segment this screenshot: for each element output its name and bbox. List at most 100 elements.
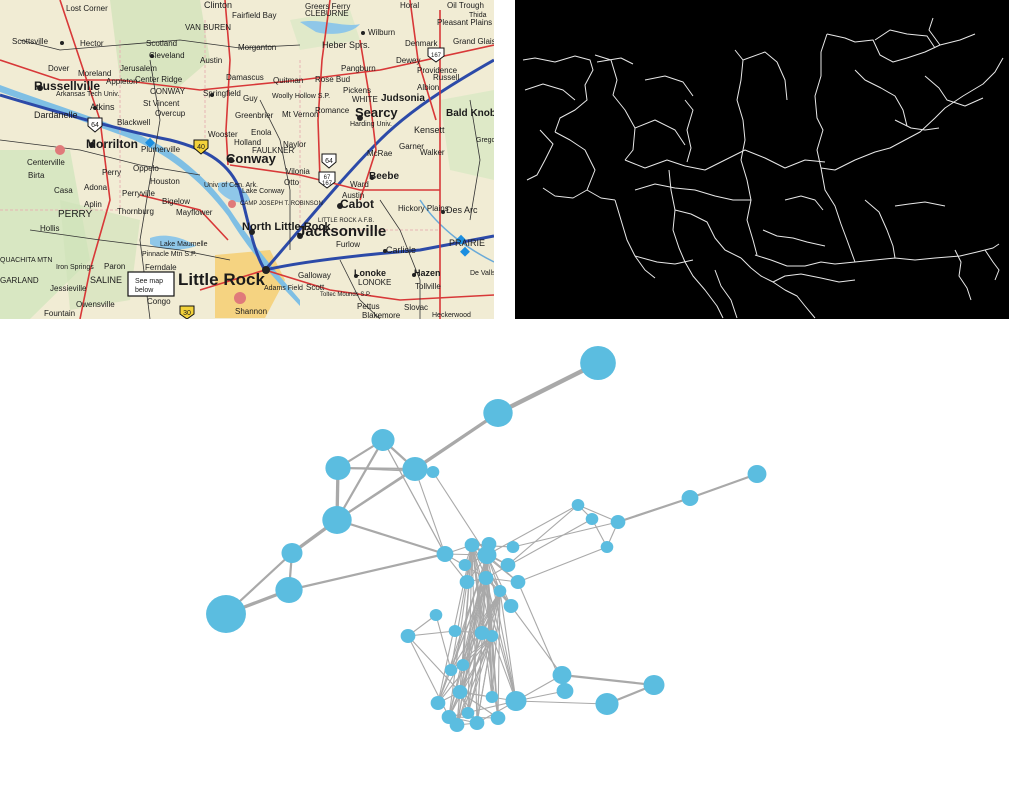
- map-label: Romance: [315, 106, 350, 115]
- route-shield-40: 40: [197, 144, 205, 151]
- map-label: St Vincent: [143, 99, 180, 108]
- graph-edge: [435, 614, 452, 671]
- map-label: Aplin: [84, 200, 102, 209]
- map-label: Lake Conway: [242, 188, 285, 195]
- map-label: McRae: [367, 149, 393, 158]
- map-label: Perry: [102, 168, 121, 177]
- graph-node: [493, 585, 507, 597]
- map-label: Russellville: [34, 79, 100, 93]
- map-label: Austin: [342, 191, 364, 200]
- graph-node: [281, 543, 303, 563]
- map-label: Toltec Mounds S.P.: [320, 292, 371, 298]
- graph-node: [458, 559, 472, 571]
- graph-edge: [336, 439, 384, 521]
- map-label: Kensett: [414, 125, 445, 135]
- graph-edge: [491, 635, 499, 719]
- graph-edge: [491, 590, 501, 698]
- graph-node: [552, 666, 572, 684]
- map-label: Ward: [350, 180, 369, 189]
- graph-node: [474, 626, 490, 640]
- graph-node: [610, 515, 626, 529]
- map-label: LONOKE: [358, 278, 391, 287]
- map-label: Adams Field: [264, 285, 303, 292]
- map-label: Beebe: [369, 171, 399, 182]
- map-label: Oppelo: [133, 164, 159, 173]
- graph-node: [444, 664, 458, 676]
- map-label: Shannon: [235, 307, 267, 316]
- map-label: Furlow: [336, 240, 360, 249]
- see-map-line-1: See map: [135, 278, 163, 285]
- map-label: WHITE: [352, 95, 378, 104]
- map-label: North Little Rock: [242, 221, 331, 233]
- graph-node: [402, 457, 428, 481]
- map-label: Hickory Plains: [398, 204, 449, 213]
- graph-node: [500, 558, 516, 572]
- map-label: Galloway: [298, 271, 331, 280]
- graph-edge: [617, 496, 691, 524]
- graph-node: [478, 571, 494, 585]
- graph-edge: [497, 361, 599, 415]
- map-label: Bigelow: [162, 197, 190, 206]
- map-label: Dardanelle: [34, 110, 78, 120]
- map-label: Pettus: [357, 302, 380, 311]
- graph-node: [461, 707, 475, 719]
- graph-node: [426, 466, 440, 478]
- graph-node: [506, 541, 520, 553]
- graph-node: [449, 718, 465, 732]
- map-label: Mayflower: [176, 208, 213, 217]
- map-label: CAMP JOSEPH T. ROBINSON: [240, 201, 323, 207]
- map-label: Conway: [226, 151, 277, 166]
- map-label: Jessieville: [50, 284, 87, 293]
- map-label: Woolly Hollow S.P.: [272, 93, 330, 100]
- map-label: Blackwell: [117, 118, 151, 127]
- graph-edge: [485, 577, 517, 702]
- map-label: VAN BUREN: [185, 23, 231, 32]
- map-label: Scotland: [146, 39, 177, 48]
- map-label: Plumerville: [141, 145, 181, 154]
- graph-edge: [456, 577, 487, 726]
- graph-node: [595, 693, 619, 715]
- map-label: Dover: [48, 64, 70, 73]
- graph-node: [436, 546, 454, 562]
- graph-node: [747, 465, 767, 483]
- map-label: Houston: [150, 177, 180, 186]
- graph-node: [400, 629, 416, 643]
- graph-node: [485, 691, 499, 703]
- graph-edge: [499, 590, 517, 702]
- graph-node: [206, 595, 246, 633]
- route-shield-64: 64: [91, 122, 99, 129]
- see-map-box: [127, 271, 175, 297]
- map-label: Hazen: [414, 268, 441, 278]
- graph-edge: [512, 521, 619, 548]
- route-shield-30: 30: [183, 310, 191, 317]
- map-label: Overcup: [155, 109, 186, 118]
- map-label: Albion: [417, 83, 439, 92]
- map-label: Enola: [251, 128, 272, 137]
- map-label: Springfield: [203, 89, 241, 98]
- map-label: Garner: [399, 142, 424, 151]
- map-label: Austin: [200, 56, 222, 65]
- map-label: Tollville: [415, 282, 441, 291]
- graph-node: [469, 716, 485, 730]
- map-label: Quitman: [273, 76, 303, 85]
- graph-edge: [336, 468, 416, 521]
- map-label: Jerusalem: [120, 64, 157, 73]
- graph-node: [580, 346, 616, 380]
- map-label: Paron: [104, 262, 125, 271]
- map-label: Scottsville: [12, 37, 49, 46]
- map-label: Morrilton: [86, 137, 138, 151]
- road-map-panel: 64 40 64 67 167 167 30 See map below Lost…: [0, 0, 494, 319]
- graph-node: [585, 513, 599, 525]
- graph-node: [452, 685, 468, 699]
- graph-node: [371, 429, 395, 451]
- map-label: Cleveland: [149, 51, 185, 60]
- graph-node: [459, 575, 475, 589]
- graph-node: [448, 625, 462, 637]
- graph-edge: [448, 635, 493, 718]
- map-label: GARLAND: [0, 276, 39, 285]
- map-label: Russell: [433, 73, 459, 82]
- map-label: Perryville: [122, 189, 155, 198]
- graph-nodes: [206, 346, 767, 732]
- graph-edge: [491, 635, 517, 702]
